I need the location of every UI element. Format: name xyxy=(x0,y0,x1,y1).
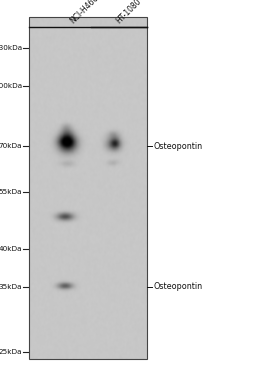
Text: 40kDa: 40kDa xyxy=(0,246,22,252)
Text: Osteopontin: Osteopontin xyxy=(154,142,203,151)
Text: Osteopontin: Osteopontin xyxy=(154,282,203,291)
Text: 55kDa: 55kDa xyxy=(0,189,22,195)
Text: 100kDa: 100kDa xyxy=(0,82,22,89)
Text: NCI-H460: NCI-H460 xyxy=(68,0,100,25)
Bar xyxy=(29,17,147,359)
Text: 35kDa: 35kDa xyxy=(0,284,22,290)
Text: HT-1080: HT-1080 xyxy=(114,0,143,25)
Text: 130kDa: 130kDa xyxy=(0,44,22,51)
Text: 25kDa: 25kDa xyxy=(0,348,22,355)
Text: 70kDa: 70kDa xyxy=(0,143,22,149)
